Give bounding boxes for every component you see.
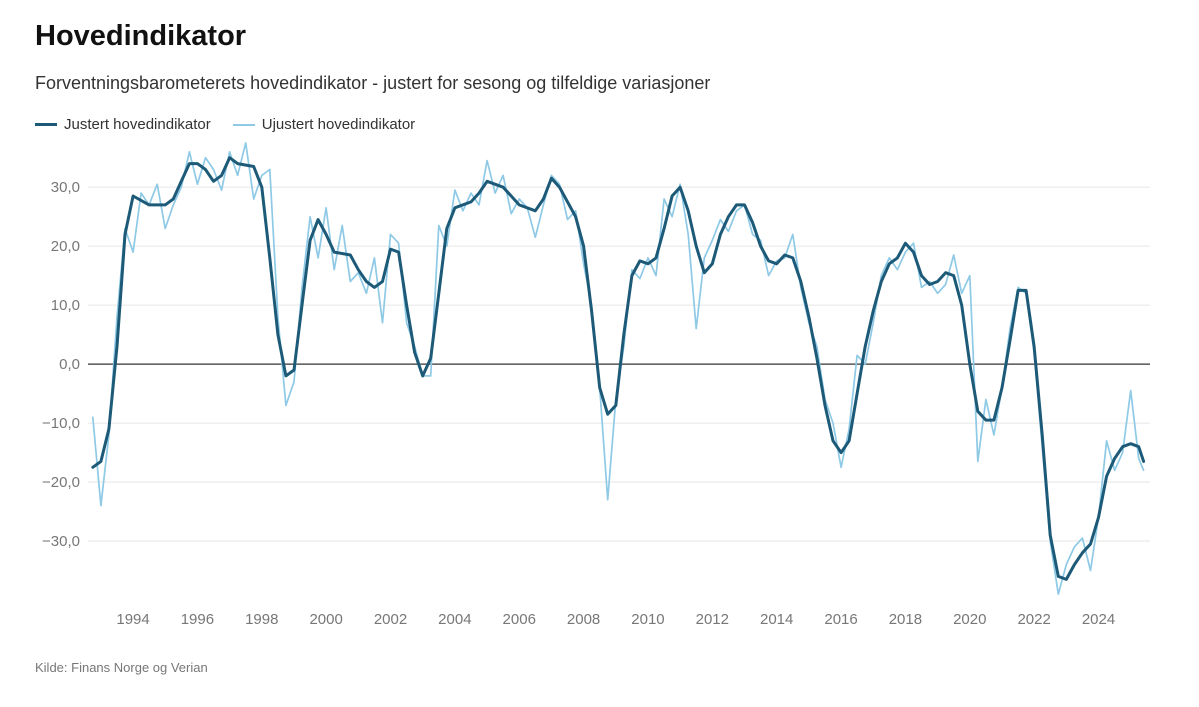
y-tick-label: −30,0 <box>42 533 80 550</box>
series-line-ujustert <box>91 142 1145 595</box>
chart-title: Hovedindikator <box>35 20 247 52</box>
y-tick-label: 20,0 <box>51 238 80 255</box>
x-tick-label: 2018 <box>889 611 922 628</box>
x-tick-label: 2022 <box>1017 611 1050 628</box>
x-tick-label: 2012 <box>696 611 729 628</box>
x-tick-label: 2010 <box>631 611 664 628</box>
legend-item-justert: Justert hovedindikator <box>35 116 211 133</box>
x-tick-label: 2004 <box>438 611 471 628</box>
x-tick-label: 2008 <box>567 611 600 628</box>
x-tick-label: 2002 <box>374 611 407 628</box>
legend-label-ujustert: Ujustert hovedindikator <box>261 116 416 133</box>
series-line-justert <box>91 156 1146 581</box>
y-tick-label: −20,0 <box>42 474 80 491</box>
x-tick-label: 2016 <box>824 611 857 628</box>
x-tick-label: 2024 <box>1082 611 1115 628</box>
legend-label-justert: Justert hovedindikator <box>64 116 211 133</box>
legend-swatch-ujustert <box>232 123 255 126</box>
source-note: Kilde: Finans Norge og Verian <box>35 660 208 675</box>
x-tick-label: 2006 <box>503 611 536 628</box>
y-tick-label: −10,0 <box>42 415 80 432</box>
y-tick-label: 0,0 <box>59 356 80 373</box>
x-tick-label: 2014 <box>760 611 793 628</box>
legend-swatch-justert <box>35 123 57 126</box>
y-tick-label: 30,0 <box>51 179 80 196</box>
y-tick-label: 10,0 <box>51 297 80 314</box>
x-tick-label: 1998 <box>245 611 278 628</box>
x-tick-label: 1996 <box>181 611 214 628</box>
legend: Justert hovedindikator Ujustert hovedind… <box>35 116 415 133</box>
x-tick-label: 2000 <box>309 611 342 628</box>
legend-item-ujustert: Ujustert hovedindikator <box>232 116 416 133</box>
x-tick-label: 2020 <box>953 611 986 628</box>
chart-subtitle: Forventningsbarometerets hovedindikator … <box>35 73 711 93</box>
x-tick-label: 1994 <box>116 611 149 628</box>
